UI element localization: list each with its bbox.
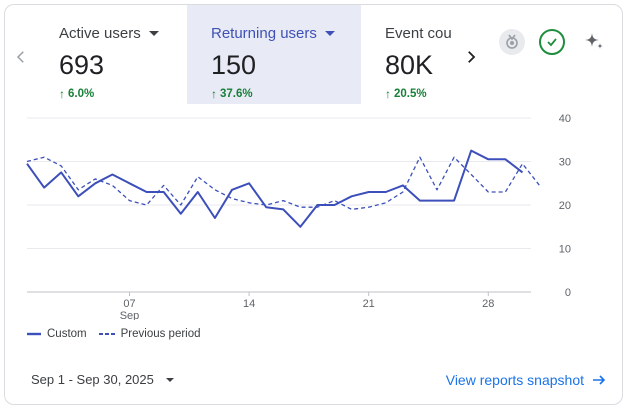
- metric-label[interactable]: Active users: [59, 25, 187, 42]
- metric-event-count[interactable]: Event cou 80K ↑ 20.5%: [385, 5, 453, 104]
- x-tick-label: 21: [363, 298, 375, 310]
- arrow-right-icon: [593, 375, 606, 385]
- metric-change: ↑ 20.5%: [385, 87, 427, 101]
- metric-label[interactable]: Returning users: [211, 25, 361, 42]
- dashed-line-swatch: [98, 333, 115, 335]
- date-range-selector[interactable]: Sep 1 - Sep 30, 2025: [31, 372, 174, 387]
- view-reports-snapshot-link[interactable]: View reports snapshot: [446, 372, 606, 388]
- solid-line-swatch: [27, 332, 41, 336]
- caret-down-icon: [148, 31, 159, 36]
- y-tick-label: 10: [559, 244, 571, 256]
- card-footer: Sep 1 - Sep 30, 2025 View reports snapsh…: [5, 367, 622, 395]
- chart-legend: Custom Previous period: [27, 328, 213, 340]
- y-tick-label: 20: [559, 200, 571, 212]
- arrow-up-icon: ↑: [385, 87, 391, 101]
- x-tick-label: 28: [482, 298, 494, 310]
- legend-item-previous: Previous period: [98, 328, 201, 340]
- arrow-up-icon: ↑: [59, 87, 65, 101]
- series-line-previous-period: [26, 156, 541, 211]
- metric-value: 693: [59, 50, 105, 80]
- metric-change: ↑ 37.6%: [211, 87, 253, 101]
- metric-change: ↑ 6.0%: [59, 87, 95, 101]
- metric-active-users[interactable]: Active users 693 ↑ 6.0%: [59, 5, 187, 104]
- medal-icon[interactable]: [499, 29, 525, 55]
- caret-down-icon: [324, 31, 335, 36]
- y-tick-label: 0: [565, 287, 571, 299]
- check-circle-icon[interactable]: [539, 29, 565, 55]
- y-tick-label: 40: [559, 113, 571, 125]
- line-chart: 40 30 20 10 0 07 14 21 28 Sep: [26, 113, 571, 320]
- legend-item-custom: Custom: [27, 328, 87, 340]
- caret-down-icon: [165, 377, 174, 382]
- metric-value: 80K: [385, 50, 434, 80]
- returning-users-card: Active users 693 ↑ 6.0% Returning users 1…: [4, 4, 623, 405]
- x-tick-label: 07: [123, 298, 135, 310]
- metric-value: 150: [211, 50, 257, 80]
- metric-label[interactable]: Event cou: [385, 25, 452, 42]
- x-tick-label: 14: [243, 298, 255, 310]
- x-month-label: Sep: [120, 310, 140, 320]
- y-tick-label: 30: [559, 157, 571, 169]
- series-line-custom: [26, 149, 524, 228]
- metric-returning-users[interactable]: Returning users 150 ↑ 37.6%: [187, 5, 361, 104]
- chevron-right-icon[interactable]: [459, 43, 483, 71]
- sparkle-icon[interactable]: [581, 29, 607, 55]
- arrow-up-icon: ↑: [211, 87, 217, 101]
- chevron-left-icon[interactable]: [9, 43, 33, 71]
